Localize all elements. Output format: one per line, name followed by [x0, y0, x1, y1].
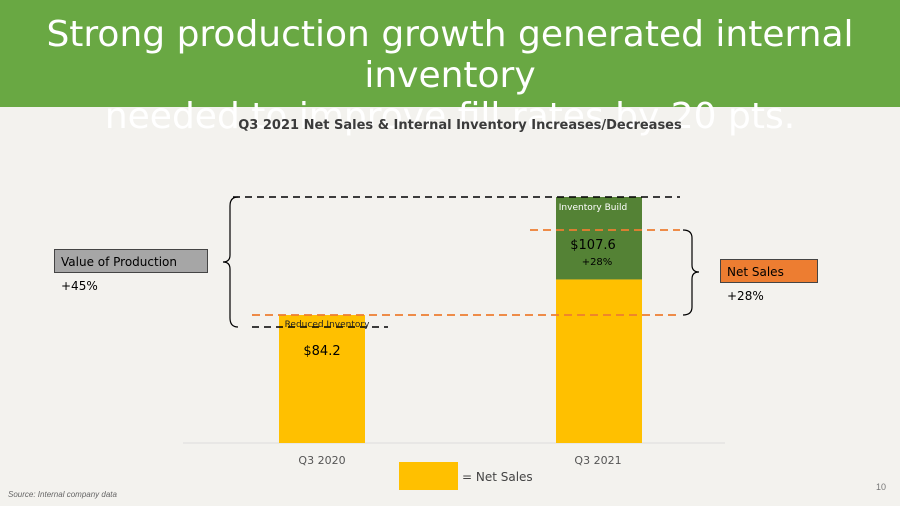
slide-title: Strong production growth generated inter…: [0, 14, 900, 137]
value-label-q3-2020: $84.2: [303, 344, 340, 359]
header-banner: Strong production growth generated inter…: [0, 0, 900, 137]
chart-title: Q3 2021 Net Sales & Internal Inventory I…: [238, 118, 682, 133]
legend-swatch-net-sales: [399, 462, 458, 490]
bar-q3-2020: [279, 315, 365, 443]
source-note: Source: Internal company data: [8, 490, 117, 499]
slide-title-line-2: needed to improve fill rates by 20 pts.: [104, 96, 796, 137]
x-tick-label-q3-2020: Q3 2020: [298, 454, 345, 467]
reduced-inventory-label: Reduced Inventory: [285, 320, 371, 330]
page-number: 10: [876, 482, 887, 492]
inventory-build-segment: [556, 197, 642, 280]
inventory-build-label: Inventory Build: [559, 203, 627, 213]
x-tick-label-q3-2021: Q3 2021: [574, 454, 621, 467]
net-sales-brace: [682, 229, 700, 316]
growth-annotation-q3-2021: +28%: [582, 257, 613, 268]
value-label-q3-2021: $107.6: [570, 238, 616, 253]
slide-title-line-1: Strong production growth generated inter…: [46, 14, 854, 96]
net-sales-callout: Net Sales +28%: [720, 259, 818, 303]
bar-q3-2021: [556, 279, 642, 443]
legend-label-net-sales: = Net Sales: [462, 470, 533, 484]
production-brace: [222, 196, 239, 328]
value-of-production-callout: Value of Production +45%: [54, 249, 208, 293]
